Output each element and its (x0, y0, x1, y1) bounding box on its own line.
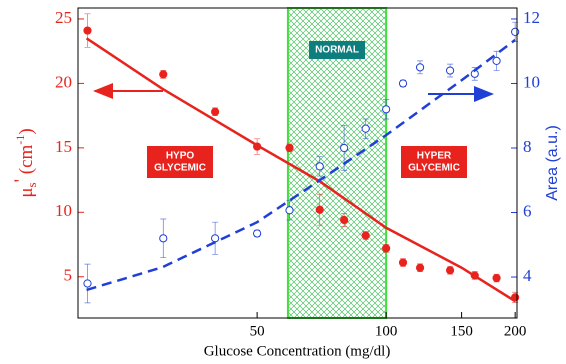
x-tick-label: 100 (375, 323, 398, 339)
data-point (445, 266, 455, 275)
data-point (415, 63, 425, 72)
data-point (445, 66, 455, 75)
annotation-text: GLYCEMIC (154, 163, 206, 174)
y-tick-label: 10 (55, 201, 72, 220)
data-point (415, 263, 425, 272)
data-point (211, 234, 220, 243)
annotation-text: GLYCEMIC (408, 163, 460, 174)
y2-tick-label: 8 (523, 137, 532, 156)
data-point (159, 70, 168, 79)
y-axis-label: μs' (cm-1) (11, 128, 39, 197)
x-tick-label: 50 (250, 323, 265, 339)
y2-tick-label: 6 (523, 201, 532, 220)
x-tick-label: 200 (504, 323, 527, 339)
y-label-part: ) (16, 128, 37, 134)
data-point (211, 107, 220, 116)
data-point (492, 56, 501, 66)
data-point (315, 162, 324, 171)
y2-tick-label: 4 (523, 266, 532, 285)
y2-tick-label: 10 (523, 72, 540, 91)
data-point (285, 143, 294, 152)
data-point (159, 234, 168, 243)
y-label-part: -1 (13, 135, 27, 145)
y2-tick-label: 12 (523, 8, 540, 27)
data-point (285, 206, 294, 215)
data-point (398, 258, 408, 267)
annotation-text: HYPO (166, 151, 195, 162)
annotation-box (309, 41, 366, 59)
data-point (511, 27, 520, 36)
normal-range (286, 7, 388, 319)
data-point (361, 124, 370, 133)
data-point (253, 229, 262, 238)
data-point (382, 244, 391, 253)
annotation-text: NORMAL (315, 45, 359, 56)
annotation-box (401, 146, 467, 178)
annotation-text: HYPER (417, 151, 452, 162)
x-tick-label: 150 (450, 323, 473, 339)
data-point (340, 143, 349, 153)
y-label-part: μ (16, 187, 37, 197)
data-point (83, 279, 92, 288)
data-point (315, 205, 324, 214)
fit-line (86, 38, 516, 292)
y-tick-label: 25 (55, 8, 72, 27)
x-axis-label: Glucose Concentration (mg/dl) (204, 343, 391, 359)
y-label-part: (cm (16, 144, 37, 179)
plot-frame (77, 7, 518, 319)
data-point (361, 231, 370, 240)
data-point (382, 105, 391, 114)
data-point (340, 215, 349, 225)
annotation-box (147, 146, 213, 178)
data-point (398, 79, 408, 88)
data-point (492, 273, 501, 283)
y-label-part: s (24, 182, 39, 187)
y2-axis-label: Area (a.u.) (544, 125, 561, 201)
y-tick-label: 5 (64, 266, 73, 285)
data-point (83, 26, 92, 35)
y-label-part: ' (11, 179, 32, 182)
y-tick-label: 15 (55, 137, 72, 156)
y-tick-label: 20 (55, 72, 72, 91)
